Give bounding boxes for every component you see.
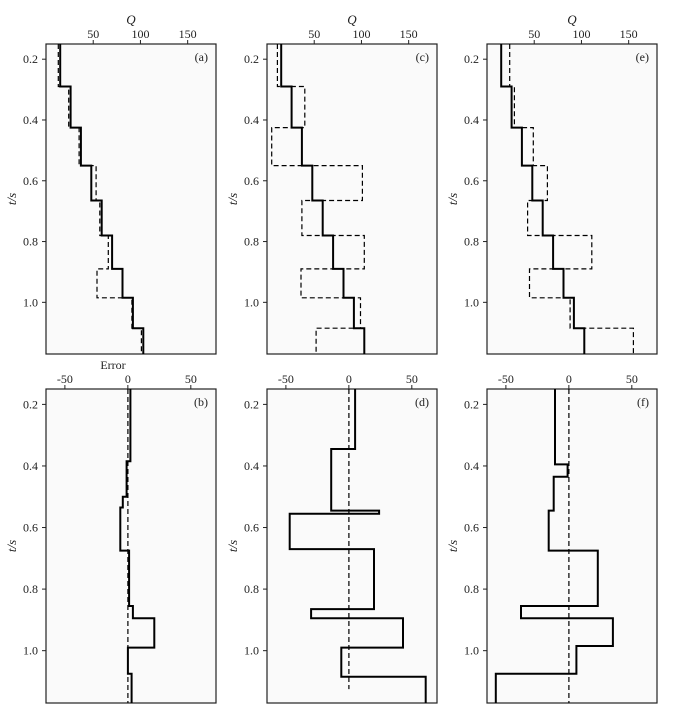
x-tick-label: 150 — [179, 27, 197, 41]
y-tick-label: 0.2 — [464, 397, 479, 411]
y-tick-label: 1.0 — [244, 295, 259, 309]
y-tick-label: 0.6 — [23, 521, 38, 535]
y-tick-label: 0.4 — [244, 459, 259, 473]
plot-frame — [45, 43, 217, 355]
y-tick-label: 0.6 — [244, 521, 259, 535]
y-tick-label: 0.8 — [244, 235, 259, 249]
series-dashed-line — [271, 44, 365, 354]
plot-frame — [266, 43, 438, 355]
y-axis-title: t/s — [4, 193, 19, 205]
x-axis-title: Q — [126, 12, 136, 27]
y-tick-label: 0.8 — [23, 582, 38, 596]
y-tick-label: 1.0 — [464, 295, 479, 309]
series-dashed-line — [57, 44, 142, 354]
series-solid-line — [500, 44, 586, 354]
panel-c: 50 100 150 0.2 0.4 0.6 0.8 1.0 Qt/s (c) — [225, 12, 438, 355]
panel-b: -50 0 50 0.2 0.4 0.6 0.8 1.0 Error t/s (b) — [4, 358, 217, 704]
y-tick-label: 0.2 — [244, 52, 259, 66]
series-solid-line — [119, 389, 156, 703]
x-tick-label: 150 — [400, 27, 418, 41]
panel-tag: (f) — [637, 395, 649, 409]
series-dashed-line — [509, 44, 635, 354]
panel-f: -50 0 50 0.2 0.4 0.6 0.8 1.0 t/s (f) — [445, 372, 658, 704]
series-solid-line — [494, 389, 614, 703]
y-tick-label: 1.0 — [464, 644, 479, 658]
y-tick-label: 1.0 — [23, 295, 38, 309]
panel-tag: (e) — [636, 50, 649, 64]
plot-frame — [486, 388, 658, 704]
x-axis-title: Q — [567, 12, 577, 27]
y-axis-title: t/s — [445, 193, 460, 205]
x-tick-label: 0 — [346, 372, 352, 386]
y-tick-label: 0.6 — [464, 521, 479, 535]
x-tick-label: 50 — [308, 27, 320, 41]
x-tick-label: -50 — [278, 372, 294, 386]
series-solid-line — [288, 389, 427, 703]
series-solid-line — [280, 44, 366, 354]
y-tick-label: 0.2 — [23, 52, 38, 66]
y-tick-label: 0.4 — [23, 113, 38, 127]
y-tick-label: 0.8 — [464, 582, 479, 596]
x-tick-label: 100 — [572, 27, 590, 41]
y-tick-label: 0.6 — [244, 174, 259, 188]
x-tick-label: 100 — [352, 27, 370, 41]
panel-tag: (b) — [194, 395, 208, 409]
y-axis-title: t/s — [225, 540, 240, 552]
y-tick-label: 0.2 — [244, 397, 259, 411]
plot-frame — [486, 43, 658, 355]
y-tick-label: 0.4 — [464, 113, 479, 127]
y-axis-title: t/s — [225, 193, 240, 205]
y-tick-label: 0.8 — [244, 582, 259, 596]
x-tick-label: 0 — [566, 372, 572, 386]
y-tick-label: 0.8 — [23, 235, 38, 249]
plot-frame — [266, 388, 438, 704]
y-tick-label: 0.4 — [464, 459, 479, 473]
x-tick-label: 50 — [185, 372, 197, 386]
y-tick-label: 0.6 — [464, 174, 479, 188]
y-tick-label: 1.0 — [244, 644, 259, 658]
panel-e: 50 100 150 0.2 0.4 0.6 0.8 1.0 Qt/s (e) — [445, 12, 658, 355]
y-axis-title: t/s — [4, 540, 19, 552]
y-axis-title: t/s — [445, 540, 460, 552]
y-tick-label: 1.0 — [23, 644, 38, 658]
panel-tag: (c) — [416, 50, 429, 64]
panel-tag: (a) — [195, 50, 208, 64]
x-tick-label: 50 — [528, 27, 540, 41]
x-tick-label: 50 — [406, 372, 418, 386]
x-tick-label: 50 — [626, 372, 638, 386]
series-solid-line — [59, 44, 145, 354]
x-tick-label: -50 — [498, 372, 514, 386]
x-tick-label: 50 — [87, 27, 99, 41]
y-tick-label: 0.4 — [23, 459, 38, 473]
x-tick-label: -50 — [57, 372, 73, 386]
panel-a: 50 100 150 0.2 0.4 0.6 0.8 1.0 Qt/s (a) — [4, 12, 217, 355]
x-axis-title: Error — [100, 358, 125, 372]
x-tick-label: 100 — [131, 27, 149, 41]
y-tick-label: 0.2 — [464, 52, 479, 66]
y-tick-label: 0.8 — [464, 235, 479, 249]
x-axis-title: Q — [347, 12, 357, 27]
y-tick-label: 0.6 — [23, 174, 38, 188]
y-tick-label: 0.2 — [23, 397, 38, 411]
panel-d: -50 0 50 0.2 0.4 0.6 0.8 1.0 t/s (d) — [225, 372, 438, 704]
panel-tag: (d) — [415, 395, 429, 409]
x-tick-label: 150 — [620, 27, 638, 41]
y-tick-label: 0.4 — [244, 113, 259, 127]
x-tick-label: 0 — [125, 372, 131, 386]
